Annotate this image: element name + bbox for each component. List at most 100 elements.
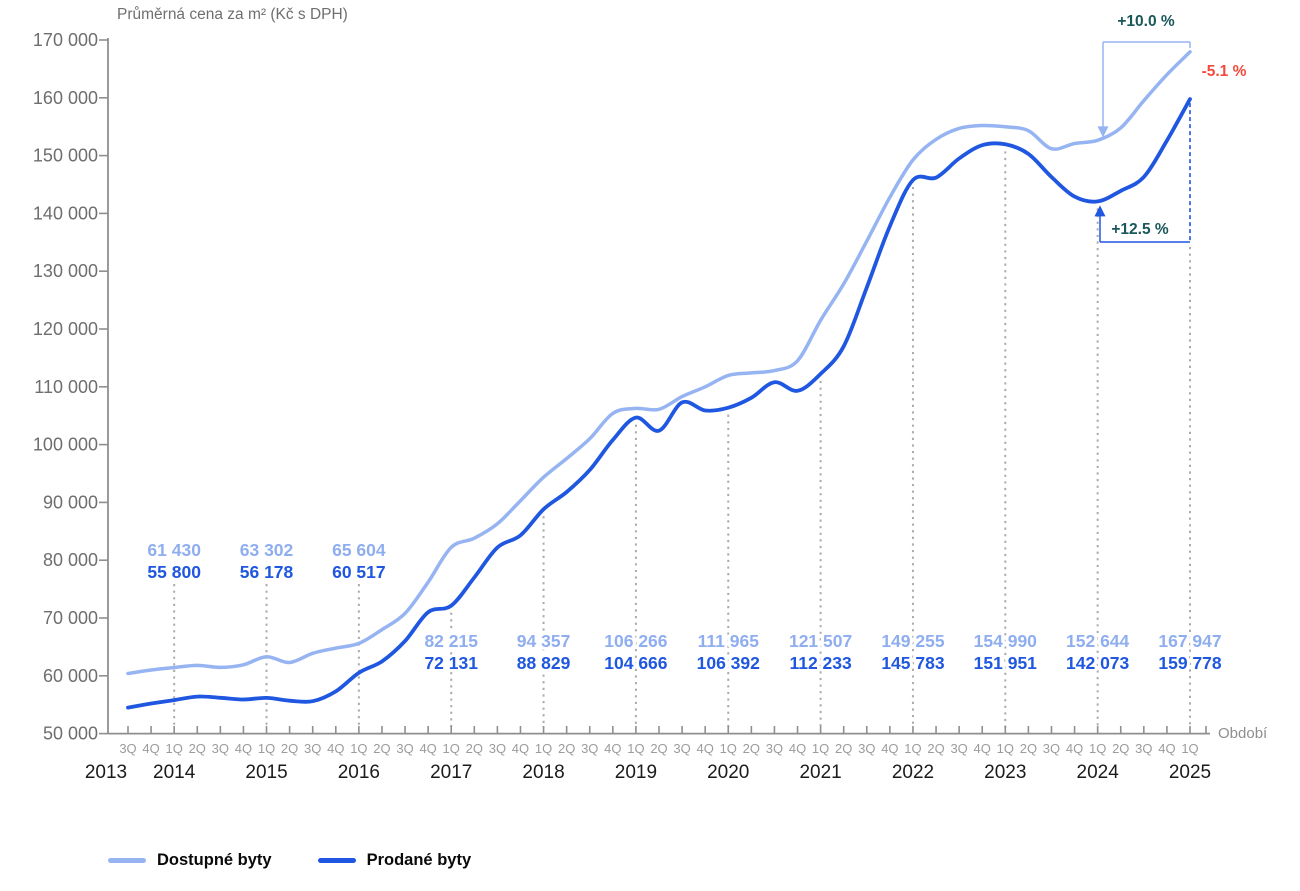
sold-price-label: 145 783 [881,653,945,673]
year-label: 2021 [799,762,841,783]
sold-arrow-head [1094,205,1106,217]
sold-price-label: 112 233 [789,653,852,673]
sold-line-swatch [317,858,356,863]
quarter-label: 2Q [1112,741,1129,756]
quarter-label: 4Q [974,741,991,756]
quarter-label: 2Q [743,741,760,756]
series-lines [126,50,1192,710]
quarter-label: 3Q [212,741,229,756]
quarter-label: 4Q [1066,741,1083,756]
y-tick-label: 140 000 [33,203,98,223]
axes: 170 000 160 000 150 000 140 000 130 000 120 0… [33,30,1211,783]
available-price-label: 152 644 [1066,631,1130,651]
legend-item-sold: Prodané byty [317,851,472,870]
year-label: 2019 [615,762,657,783]
quarter-label: 2Q [558,741,575,756]
y-tick-label: 50 000 [43,724,98,744]
year-label: 2015 [245,762,287,783]
available-price-label: 111 965 [698,631,760,651]
x-axis-label: Období [1218,725,1268,742]
available-arrow-head [1097,126,1109,138]
sold-price-label: 151 951 [974,653,1038,673]
y-tick-label: 80 000 [43,550,98,570]
quarter-label: 2Q [373,741,390,756]
quarter-label: 1Q [997,741,1014,756]
available-price-label: 154 990 [974,631,1038,651]
annotation-available-change: +10.0 % [1117,13,1175,30]
y-tick-label: 170 000 [33,30,98,50]
quarter-label: 2Q [189,741,206,756]
y-tick-label: 120 000 [33,319,98,339]
legend-label-available: Dostupné byty [157,851,272,869]
sold-price-label: 56 178 [240,562,294,582]
quarter-label: 1Q [166,741,183,756]
quarter-label: 1Q [535,741,552,756]
quarter-label: 2Q [835,741,852,756]
chart-title: Průměrná cena za m² (Kč s DPH) [117,6,348,23]
legend-item-available: Dostupné byty [108,851,272,870]
quarter-label: 1Q [904,741,921,756]
quarter-label: 3Q [304,741,321,756]
quarter-label: 3Q [489,741,506,756]
quarter-label: 2Q [466,741,483,756]
quarter-label: 4Q [881,741,898,756]
quarter-guide-lines [173,151,1191,728]
available-price-label: 121 507 [789,631,852,651]
quarter-label: 1Q [720,741,737,756]
sold-price-label: 142 073 [1066,653,1130,673]
quarter-label: 1Q [1181,741,1198,756]
y-tick-label: 160 000 [33,88,98,108]
quarter-label: 1Q [1089,741,1106,756]
quarter-label: 3Q [858,741,875,756]
quarter-label: 3Q [396,741,413,756]
quarter-label: 3Q [119,741,136,756]
quarter-label: 4Q [142,741,159,756]
y-tick-label: 100 000 [33,435,98,455]
sold-price-label: 88 829 [517,653,571,673]
available-price-label: 63 302 [240,540,294,560]
quarter-label: 4Q [235,741,252,756]
quarter-label: 3Q [766,741,783,756]
quarter-label: 3Q [1043,741,1060,756]
quarter-label: 1Q [258,741,275,756]
available-line-swatch [108,858,146,863]
available-price-label: 65 604 [332,540,386,560]
quarter-label: 4Q [512,741,529,756]
quarter-label: 3Q [581,741,598,756]
year-label: 2014 [153,762,196,783]
quarter-label: 4Q [789,741,806,756]
sold-line [126,97,1192,710]
sold-price-label: 55 800 [147,562,201,582]
available-price-label: 82 215 [424,631,478,651]
year-label: 2022 [892,762,934,783]
sold-price-label: 104 666 [604,653,668,673]
annotation-arrows [1094,41,1191,243]
quarter-label: 2Q [1020,741,1037,756]
quarter-label: 3Q [950,741,967,756]
year-label: 2013 [85,762,127,783]
year-label: 2017 [430,762,472,783]
quarter-label: 2Q [650,741,667,756]
quarter-label: 4Q [604,741,621,756]
quarter-label: 3Q [1135,741,1152,756]
y-tick-label: 60 000 [43,666,98,686]
quarter-label: 4Q [1158,741,1175,756]
year-label: 2025 [1169,762,1211,783]
available-price-label: 167 947 [1158,631,1221,651]
quarter-label: 1Q [812,741,829,756]
quarter-label: 4Q [327,741,344,756]
annotation-sold-change: +12.5 % [1111,221,1169,238]
quarter-label: 1Q [443,741,460,756]
available-price-label: 61 430 [147,540,201,560]
y-tick-label: 70 000 [43,608,98,628]
y-tick-label: 130 000 [33,261,98,281]
legend-label-sold: Prodané byty [366,851,472,869]
quarter-label: 2Q [927,741,944,756]
year-label: 2024 [1077,762,1120,783]
quarter-label: 2Q [281,741,298,756]
sold-price-label: 60 517 [332,562,386,582]
annotation-gap-change: -5.1 % [1201,63,1247,80]
sold-price-label: 106 392 [697,653,761,673]
available-price-label: 149 255 [881,631,945,651]
